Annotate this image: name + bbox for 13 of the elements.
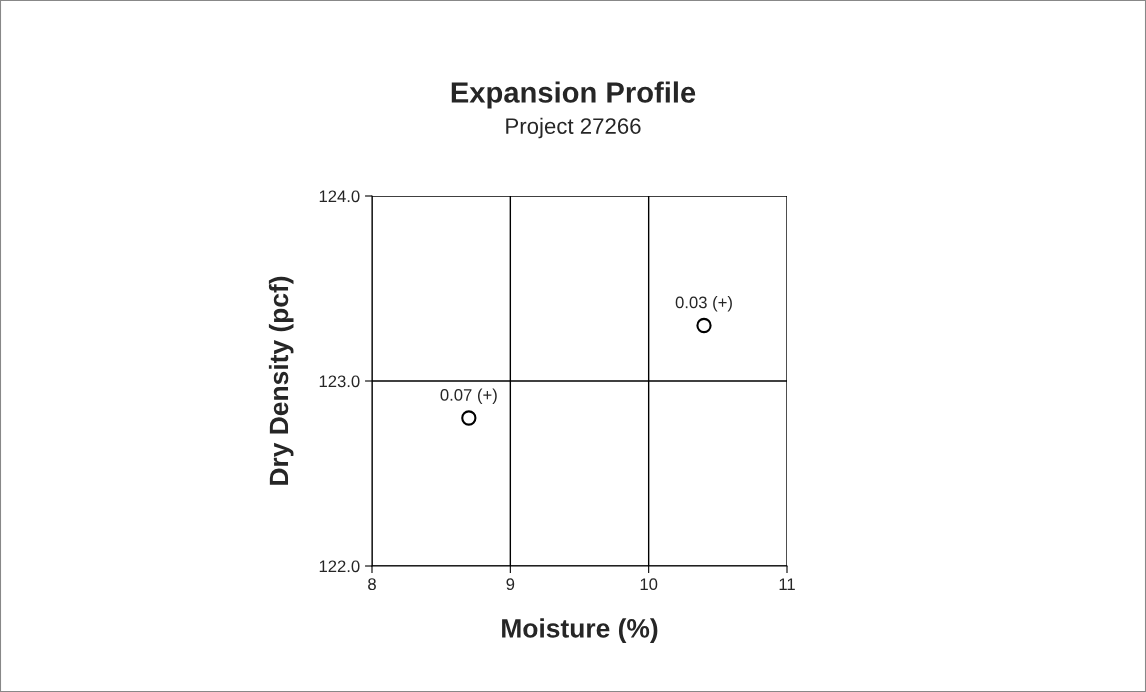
x-tick-label: 8 — [368, 578, 376, 591]
chart-subtitle: Project 27266 — [506, 117, 641, 139]
annotation: 0.03 (+) — [675, 296, 732, 312]
chart-title: Expansion Profile — [451, 81, 696, 109]
y-tick-label: 124.0 — [319, 190, 360, 203]
x-tick-label: 11 — [779, 578, 795, 590]
x-axis-title: Moisture (%) — [502, 618, 658, 643]
y-tick-label: 122.0 — [319, 560, 360, 573]
annotation: 0.07 (+) — [440, 388, 497, 405]
x-tick-label: 9 — [506, 578, 515, 591]
x-tick-label: 10 — [640, 578, 658, 591]
y-tick-label: 123.0 — [319, 375, 360, 388]
y-axis-title: Dry Density (pcf) — [268, 276, 294, 485]
